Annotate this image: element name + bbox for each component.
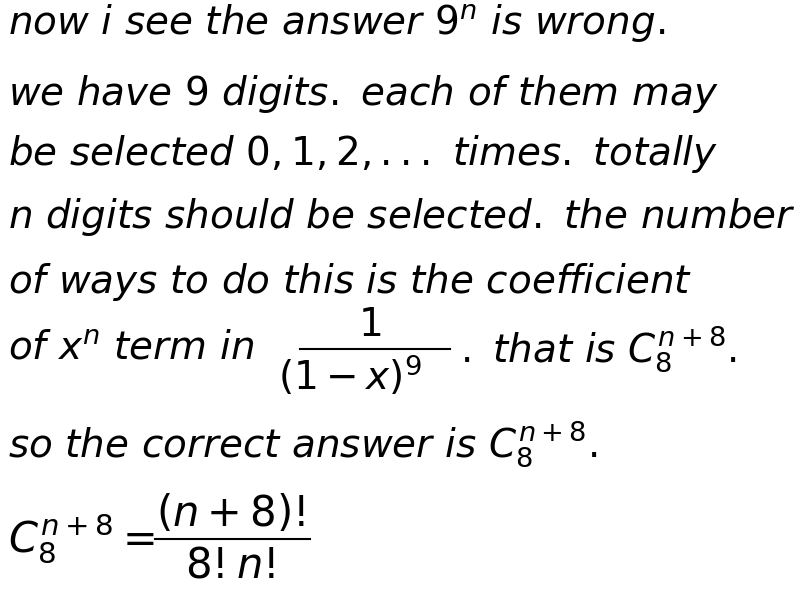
- Text: $of\ x^n\ term\ in$: $of\ x^n\ term\ in$: [8, 330, 254, 367]
- Text: $1$: $1$: [358, 307, 382, 344]
- Text: $.\ that\ is\ C_8^{n+8}.$: $.\ that\ is\ C_8^{n+8}.$: [460, 324, 737, 374]
- Text: $now\ i\ see\ the\ answer\ 9^n\ is\ wrong.$: $now\ i\ see\ the\ answer\ 9^n\ is\ wron…: [8, 3, 665, 45]
- Text: $so\ the\ correct\ answer\ is\ C_8^{n+8}.$: $so\ the\ correct\ answer\ is\ C_8^{n+8}…: [8, 419, 598, 469]
- Text: $be\ selected\ 0,1,2,...\ times.\ totally$: $be\ selected\ 0,1,2,...\ times.\ totall…: [8, 133, 718, 175]
- Text: $(1-x)^9$: $(1-x)^9$: [278, 354, 422, 399]
- Text: $(n+8)!$: $(n+8)!$: [155, 493, 305, 535]
- Text: $we\ have\ 9\ digits.\ each\ of\ them\ may$: $we\ have\ 9\ digits.\ each\ of\ them\ m…: [8, 73, 718, 115]
- Text: $n\ digits\ should\ be\ selected.\ the\ number$: $n\ digits\ should\ be\ selected.\ the\ …: [8, 196, 796, 238]
- Text: $C_8^{n+8}=$: $C_8^{n+8}=$: [8, 512, 154, 566]
- Text: $of\ ways\ to\ do\ this\ is\ the\ coefficient$: $of\ ways\ to\ do\ this\ is\ the\ coeffi…: [8, 261, 692, 303]
- Text: $8!n!$: $8!n!$: [185, 545, 275, 587]
